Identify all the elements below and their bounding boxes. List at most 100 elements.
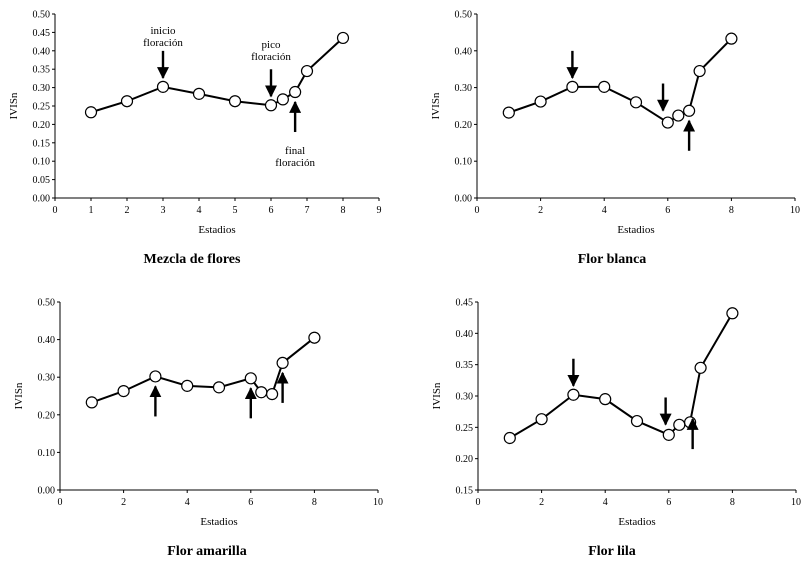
annotation-label: pico <box>262 39 281 51</box>
y-tick-label: 0.15 <box>33 138 51 149</box>
y-tick-label: 0.20 <box>38 410 56 421</box>
y-tick-label: 0.30 <box>455 83 473 94</box>
data-point <box>694 361 707 374</box>
x-tick-label: 3 <box>161 205 166 216</box>
chart-panel-1: 0.00 0.05 0.10 0.15 0.20 0.25 0.30 0.35 0.40 0.45… <box>8 10 382 268</box>
y-tick-label: 0.20 <box>456 454 474 465</box>
x-tick-label: 2 <box>121 497 126 508</box>
data-point <box>684 416 697 429</box>
y-axis-title: IVISn <box>8 92 20 119</box>
chart-panel-4: 0.15 0.20 0.25 0.30 0.35 0.40 0.45 0 2 4 6 8 10 Estad… <box>431 298 801 560</box>
data-point <box>156 80 170 93</box>
data-point <box>192 87 206 100</box>
data-point <box>276 93 289 106</box>
y-tick-label: 0.00 <box>455 194 473 205</box>
x-tick-label: 0 <box>58 497 63 508</box>
data-point <box>289 85 302 99</box>
x-tick-label: 4 <box>602 205 607 216</box>
x-tick-label: 10 <box>373 497 383 508</box>
y-tick-label: 0.30 <box>33 83 51 94</box>
data-point <box>726 307 739 320</box>
y-tick-label: 0.50 <box>38 298 56 309</box>
series-line <box>509 312 734 439</box>
annotation-label: final <box>285 145 305 157</box>
data-point <box>566 80 579 93</box>
data-point <box>117 385 130 398</box>
x-tick-label: 6 <box>666 497 671 508</box>
y-tick-label: 0.40 <box>33 46 51 57</box>
x-tick-label: 8 <box>341 205 346 216</box>
y-tick-label: 0.05 <box>33 175 51 186</box>
y-tick-label: 0.25 <box>33 102 51 113</box>
y-tick-label: 0.45 <box>456 298 474 309</box>
data-point <box>244 372 257 385</box>
x-axis-title: Estadios <box>618 516 655 528</box>
x-tick-label: 1 <box>89 205 94 216</box>
y-tick-label: 0.20 <box>33 120 51 131</box>
data-point <box>661 116 674 129</box>
data-point <box>673 418 686 431</box>
y-tick-label: 0.50 <box>33 10 51 21</box>
panel-title: Flor blanca <box>578 252 647 267</box>
y-tick-label: 0.10 <box>455 157 473 168</box>
y-axis-title: IVISn <box>430 92 442 119</box>
y-axis-title: IVISn <box>13 382 25 409</box>
data-point <box>693 64 706 78</box>
y-tick-label: 0.35 <box>456 360 474 371</box>
y-tick-label: 0.00 <box>38 486 56 497</box>
data-point <box>683 104 696 117</box>
data-point <box>120 95 134 108</box>
y-tick-label: 0.40 <box>455 46 473 57</box>
x-tick-label: 0 <box>475 205 480 216</box>
y-tick-label: 0.25 <box>456 423 474 434</box>
y-tick-label: 0.30 <box>38 373 56 384</box>
panel-title: Flor lila <box>588 544 636 559</box>
data-point <box>264 99 278 112</box>
data-point <box>503 431 516 445</box>
y-tick-label: 0.10 <box>33 157 51 168</box>
data-point <box>266 388 279 401</box>
panel-title: Mezcla de flores <box>144 252 241 267</box>
annotation-label: floración <box>275 157 315 169</box>
data-point <box>725 32 738 45</box>
x-tick-label: 10 <box>790 205 800 216</box>
y-axis-title: IVISn <box>431 382 443 409</box>
data-point <box>149 370 162 383</box>
data-point <box>502 106 515 119</box>
data-point <box>212 381 226 394</box>
data-point <box>276 356 289 370</box>
x-tick-label: 4 <box>197 205 202 216</box>
y-tick-label: 0.15 <box>456 486 474 497</box>
x-tick-label: 0 <box>476 497 481 508</box>
y-tick-label: 0.30 <box>456 392 474 403</box>
x-tick-label: 6 <box>269 205 274 216</box>
data-point <box>308 331 321 344</box>
data-point <box>599 393 612 406</box>
x-tick-label: 2 <box>125 205 130 216</box>
y-tick-label: 0.45 <box>33 28 51 39</box>
x-tick-label: 8 <box>729 205 734 216</box>
x-axis-title: Estadios <box>198 224 235 236</box>
data-point <box>181 379 194 392</box>
annotation-label: inicio <box>150 25 176 37</box>
chart-panel-3: 0.00 0.10 0.20 0.30 0.40 0.50 0 2 4 6 8 10 Estadios I… <box>13 298 383 560</box>
x-tick-label: 2 <box>538 205 543 216</box>
x-tick-label: 10 <box>791 497 801 508</box>
x-tick-label: 7 <box>305 205 310 216</box>
x-axis-title: Estadios <box>200 516 237 528</box>
y-tick-label: 0.00 <box>33 194 51 205</box>
data-point <box>567 388 580 401</box>
x-tick-label: 4 <box>185 497 190 508</box>
x-tick-label: 2 <box>539 497 544 508</box>
chart-panel-2: 0.00 0.10 0.20 0.30 0.40 0.50 0 2 4 6 8 10 Estadios I… <box>430 10 800 268</box>
x-tick-label: 8 <box>730 497 735 508</box>
data-point <box>535 413 548 426</box>
x-tick-label: 5 <box>233 205 238 216</box>
data-point <box>85 396 98 409</box>
y-tick-label: 0.40 <box>38 335 56 346</box>
data-point <box>84 106 98 119</box>
data-point <box>662 428 675 441</box>
x-tick-label: 6 <box>665 205 670 216</box>
annotation-label: floración <box>143 37 183 49</box>
annotation-label: floración <box>251 51 291 63</box>
